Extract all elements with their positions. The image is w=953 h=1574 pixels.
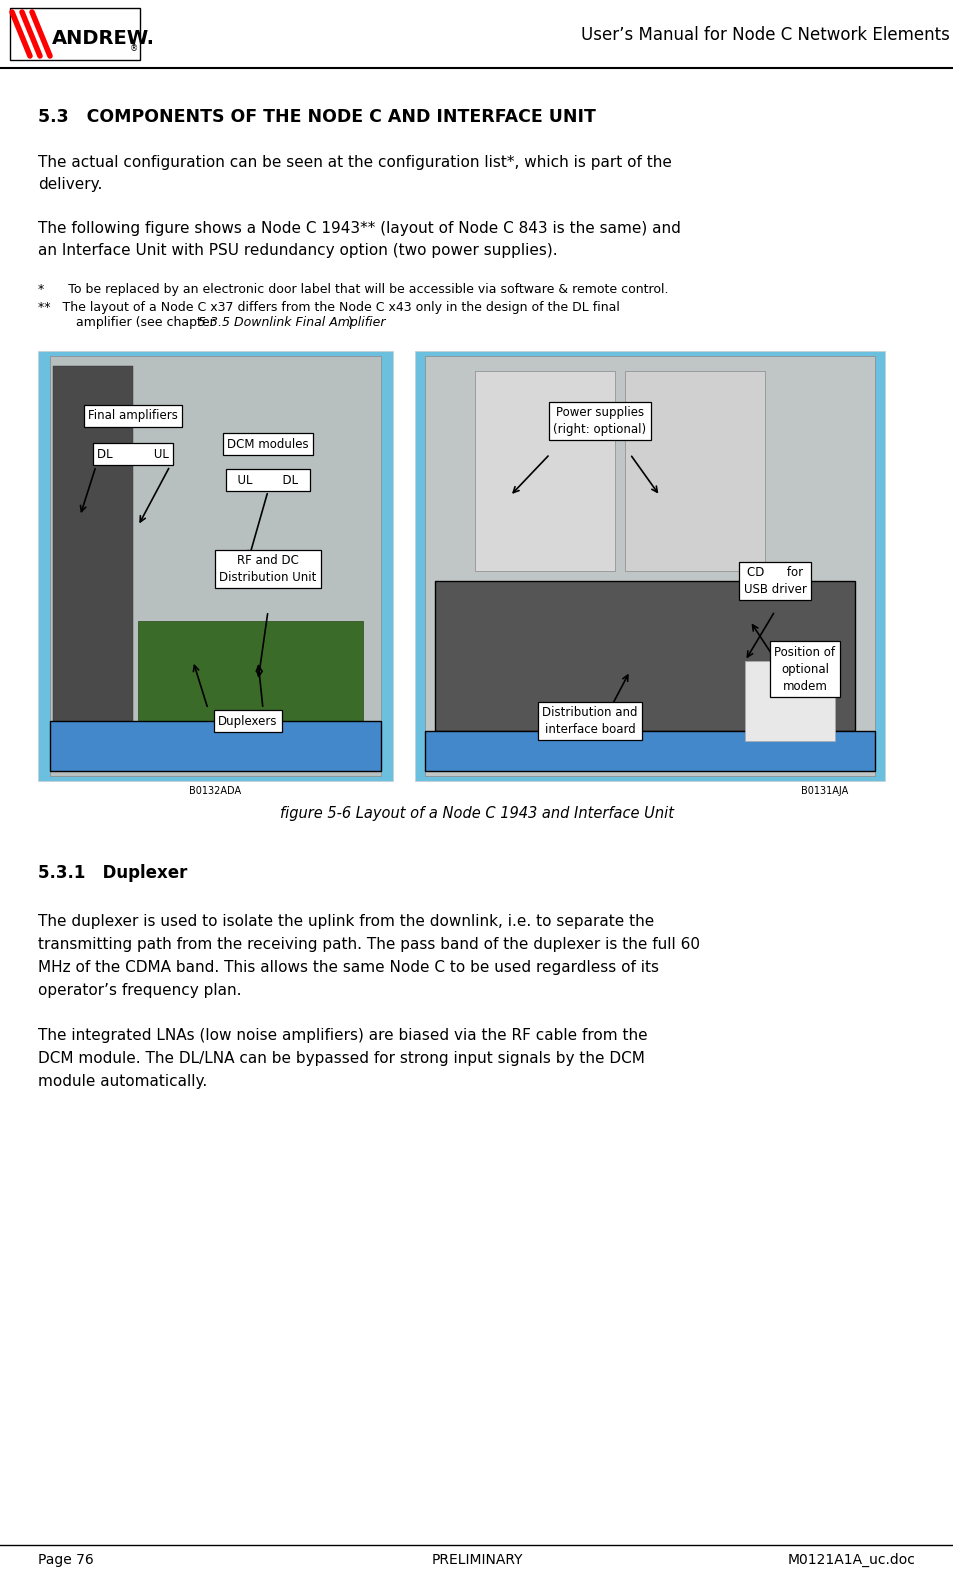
FancyBboxPatch shape xyxy=(424,356,874,776)
Text: delivery.: delivery. xyxy=(38,176,102,192)
Text: The actual configuration can be seen at the configuration list*, which is part o: The actual configuration can be seen at … xyxy=(38,154,671,170)
Text: MHz of the CDMA band. This allows the same Node C to be used regardless of its: MHz of the CDMA band. This allows the sa… xyxy=(38,960,659,974)
Text: *      To be replaced by an electronic door label that will be accessible via so: * To be replaced by an electronic door l… xyxy=(38,283,668,296)
FancyBboxPatch shape xyxy=(624,371,764,571)
Text: DCM modules: DCM modules xyxy=(227,438,309,450)
FancyBboxPatch shape xyxy=(435,581,854,730)
FancyBboxPatch shape xyxy=(50,356,380,776)
FancyBboxPatch shape xyxy=(138,622,363,741)
Text: UL        DL: UL DL xyxy=(230,474,306,486)
Text: ).: ). xyxy=(348,316,356,329)
Text: **   The layout of a Node C x37 differs from the Node C x43 only in the design o: ** The layout of a Node C x37 differs fr… xyxy=(38,301,619,313)
FancyBboxPatch shape xyxy=(744,661,834,741)
Text: module automatically.: module automatically. xyxy=(38,1073,207,1089)
Text: The following figure shows a Node C 1943** (layout of Node C 843 is the same) an: The following figure shows a Node C 1943… xyxy=(38,220,680,236)
Text: The duplexer is used to isolate the uplink from the downlink, i.e. to separate t: The duplexer is used to isolate the upli… xyxy=(38,914,654,929)
FancyBboxPatch shape xyxy=(53,367,132,767)
FancyBboxPatch shape xyxy=(424,730,874,771)
Text: B0132ADA: B0132ADA xyxy=(189,785,241,796)
Text: 5.3.1   Duplexer: 5.3.1 Duplexer xyxy=(38,864,187,881)
Text: Page 76: Page 76 xyxy=(38,1554,93,1568)
Text: Distribution and
interface board: Distribution and interface board xyxy=(541,707,638,737)
Text: B0131AJA: B0131AJA xyxy=(801,785,848,796)
Text: Duplexers: Duplexers xyxy=(218,715,277,727)
FancyBboxPatch shape xyxy=(38,351,393,781)
FancyBboxPatch shape xyxy=(475,371,615,571)
Text: RF and DC
Distribution Unit: RF and DC Distribution Unit xyxy=(219,554,316,584)
Text: figure 5-6 Layout of a Node C 1943 and Interface Unit: figure 5-6 Layout of a Node C 1943 and I… xyxy=(280,806,673,822)
Text: Position of
optional
modem: Position of optional modem xyxy=(774,645,835,693)
Text: DL           UL: DL UL xyxy=(97,447,169,461)
Text: DCM module. The DL/LNA can be bypassed for strong input signals by the DCM: DCM module. The DL/LNA can be bypassed f… xyxy=(38,1051,644,1066)
Text: transmitting path from the receiving path. The pass band of the duplexer is the : transmitting path from the receiving pat… xyxy=(38,937,700,952)
Text: 5.3.5 Downlink Final Amplifier: 5.3.5 Downlink Final Amplifier xyxy=(198,316,385,329)
Text: amplifier (see chapter: amplifier (see chapter xyxy=(48,316,218,329)
Text: 5.3   COMPONENTS OF THE NODE C AND INTERFACE UNIT: 5.3 COMPONENTS OF THE NODE C AND INTERFA… xyxy=(38,109,596,126)
Text: CD      for
USB driver: CD for USB driver xyxy=(742,567,805,597)
Text: ®: ® xyxy=(130,44,138,54)
Text: PRELIMINARY: PRELIMINARY xyxy=(431,1554,522,1568)
Text: User’s Manual for Node C Network Elements: User’s Manual for Node C Network Element… xyxy=(580,27,949,44)
FancyBboxPatch shape xyxy=(415,351,884,781)
Text: Final amplifiers: Final amplifiers xyxy=(88,409,178,422)
Text: M0121A1A_uc.doc: M0121A1A_uc.doc xyxy=(787,1554,915,1568)
Text: operator’s frequency plan.: operator’s frequency plan. xyxy=(38,984,241,998)
FancyBboxPatch shape xyxy=(10,8,140,60)
Text: an Interface Unit with PSU redundancy option (two power supplies).: an Interface Unit with PSU redundancy op… xyxy=(38,242,558,258)
FancyBboxPatch shape xyxy=(50,721,380,771)
Text: The integrated LNAs (low noise amplifiers) are biased via the RF cable from the: The integrated LNAs (low noise amplifier… xyxy=(38,1028,647,1044)
Text: ANDREW.: ANDREW. xyxy=(52,28,154,47)
Text: Power supplies
(right: optional): Power supplies (right: optional) xyxy=(553,406,646,436)
